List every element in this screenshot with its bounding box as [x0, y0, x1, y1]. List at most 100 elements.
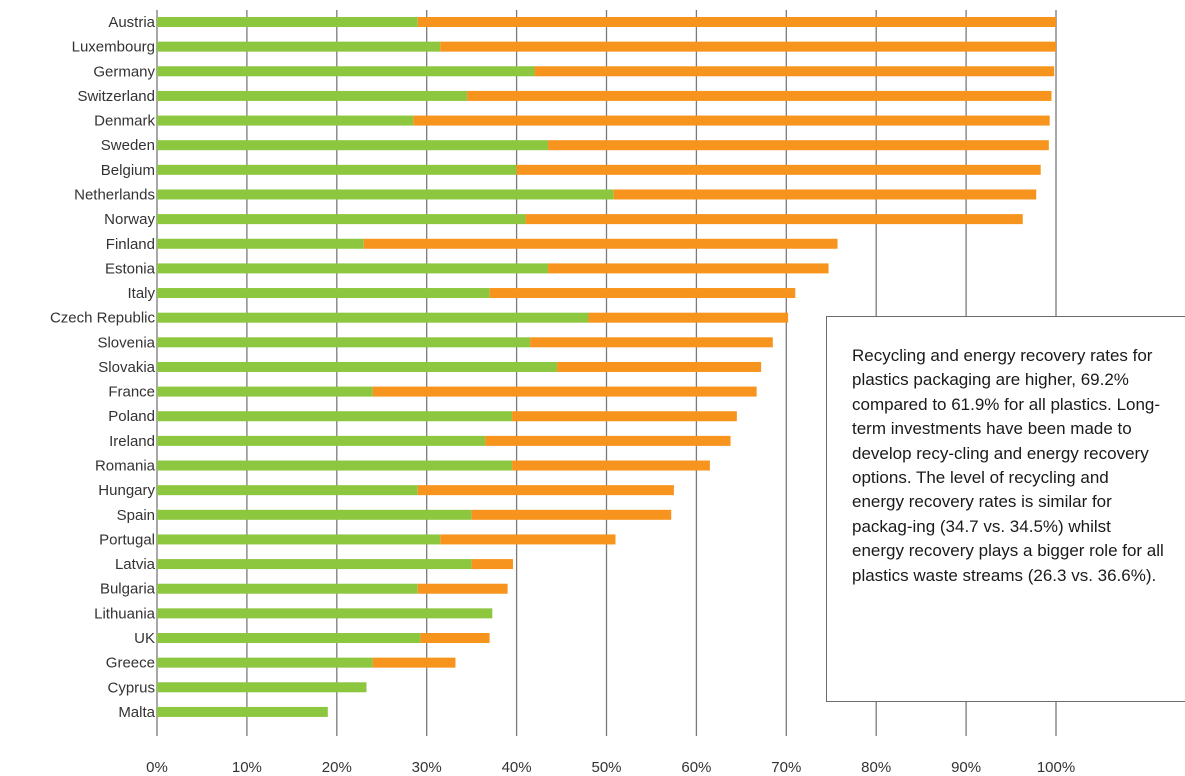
- bar-segment-series-2: [548, 140, 1049, 151]
- x-tick-label: 90%: [951, 759, 981, 776]
- category-label: Hungary: [98, 482, 155, 499]
- bar-segment-series-2: [420, 633, 490, 643]
- bar-segment-series-1: [157, 559, 472, 570]
- bar-segment-series-1: [157, 682, 367, 693]
- x-tick-label: 100%: [1037, 759, 1075, 776]
- annotation-box: Recycling and energy recovery rates for …: [826, 316, 1185, 702]
- bar-segment-series-1: [157, 485, 418, 496]
- bar-segment-series-1: [157, 115, 414, 126]
- bar-segment-series-2: [512, 411, 737, 422]
- bar-segment-series-1: [157, 633, 421, 643]
- category-label: Norway: [104, 211, 155, 228]
- category-label: Malta: [118, 704, 155, 721]
- bar-segment-series-1: [157, 460, 513, 471]
- bar-segment-series-2: [525, 214, 1023, 225]
- category-label: Austria: [108, 14, 155, 31]
- bar-segment-series-2: [489, 288, 796, 299]
- bar-segment-series-1: [157, 214, 526, 225]
- bar-segment-series-2: [440, 534, 616, 545]
- category-label: Portugal: [99, 531, 155, 548]
- bar-segment-series-2: [471, 509, 672, 520]
- bar-segment-series-1: [157, 608, 493, 619]
- bar-segment-series-1: [157, 263, 549, 274]
- bar-segment-series-2: [440, 41, 1056, 52]
- bar-segment-series-1: [157, 411, 513, 422]
- bar-segment-series-1: [157, 66, 535, 77]
- category-label: Luxembourg: [72, 39, 155, 56]
- x-tick-label: 30%: [412, 759, 442, 776]
- x-tick-label: 60%: [681, 759, 711, 776]
- x-tick-label: 80%: [861, 759, 891, 776]
- category-label: Denmark: [94, 113, 155, 130]
- bar-segment-series-1: [157, 288, 490, 299]
- bar-segment-series-2: [588, 312, 789, 323]
- bar-segment-series-2: [372, 386, 757, 397]
- category-label: Slovenia: [97, 334, 155, 351]
- x-tick-label: 40%: [502, 759, 532, 776]
- bar-segment-series-1: [157, 361, 558, 372]
- x-tick-label: 20%: [322, 759, 352, 776]
- bar-segment-series-2: [363, 238, 838, 249]
- category-label: Spain: [117, 507, 155, 524]
- category-label: Bulgaria: [100, 581, 156, 598]
- category-label: Finland: [106, 236, 155, 253]
- x-tick-label: 70%: [771, 759, 801, 776]
- category-label: Switzerland: [77, 88, 155, 105]
- category-label: Ireland: [109, 433, 155, 450]
- bar-segment-series-2: [417, 583, 508, 594]
- bar-segment-series-1: [157, 706, 328, 717]
- bar-segment-series-2: [512, 460, 710, 471]
- bar-segment-series-1: [157, 337, 531, 348]
- bars: [157, 17, 1057, 717]
- bar-segment-series-2: [417, 485, 674, 496]
- category-label: Estonia: [105, 260, 156, 277]
- x-tick-label: 0%: [146, 759, 168, 776]
- bar-segment-series-2: [530, 337, 773, 348]
- x-tick-label: 50%: [591, 759, 621, 776]
- bar-segment-series-2: [372, 657, 456, 668]
- category-label: Romania: [95, 458, 156, 475]
- category-labels: Austria Luxembourg Germany Switzerland Denma…: [50, 14, 156, 721]
- bar-segment-series-1: [157, 17, 418, 27]
- category-label: Slovakia: [98, 359, 155, 376]
- category-label: Czech Republic: [50, 310, 156, 327]
- bar-segment-series-2: [467, 90, 1052, 101]
- bar-segment-series-2: [557, 361, 762, 372]
- bar-segment-series-2: [613, 189, 1037, 200]
- category-label: Italy: [127, 285, 155, 302]
- category-label: UK: [134, 630, 155, 647]
- bar-segment-series-1: [157, 41, 441, 52]
- bar-segment-series-1: [157, 189, 614, 200]
- x-tick-labels: 0% 10% 20% 30% 40% 50% 60% 70% 80% 90% 100%: [146, 759, 1075, 776]
- bar-segment-series-1: [157, 238, 364, 249]
- category-label: Lithuania: [94, 605, 156, 622]
- bar-segment-series-1: [157, 386, 373, 397]
- bar-segment-series-1: [157, 435, 486, 446]
- category-label: Sweden: [101, 137, 155, 154]
- bar-segment-series-1: [157, 657, 373, 668]
- category-label: Germany: [93, 63, 155, 80]
- bar-segment-series-1: [157, 312, 589, 323]
- bar-segment-series-1: [157, 90, 468, 101]
- bar-segment-series-2: [548, 263, 829, 274]
- category-label: Cyprus: [107, 679, 155, 696]
- category-label: Belgium: [101, 162, 155, 179]
- bar-segment-series-1: [157, 509, 472, 520]
- annotation-text: Recycling and energy recovery rates for …: [852, 346, 1164, 585]
- bar-segment-series-2: [485, 435, 731, 446]
- x-tick-label: 10%: [232, 759, 262, 776]
- bar-segment-series-1: [157, 140, 549, 151]
- bar-segment-series-2: [534, 66, 1055, 77]
- bar-segment-series-2: [516, 164, 1041, 175]
- category-label: Greece: [106, 655, 155, 672]
- bar-segment-series-2: [417, 17, 1057, 27]
- bar-segment-series-2: [471, 559, 514, 570]
- category-label: Netherlands: [74, 186, 155, 203]
- bar-segment-series-1: [157, 534, 441, 545]
- category-label: Poland: [108, 408, 155, 425]
- bar-segment-series-2: [413, 115, 1050, 126]
- category-label: Latvia: [115, 556, 156, 573]
- category-label: France: [108, 384, 155, 401]
- bar-segment-series-1: [157, 583, 418, 594]
